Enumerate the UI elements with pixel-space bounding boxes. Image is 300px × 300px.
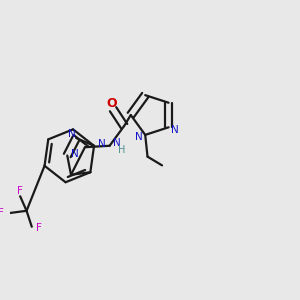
- Text: N: N: [71, 149, 79, 159]
- Text: H: H: [118, 145, 126, 155]
- Text: N: N: [171, 124, 178, 135]
- Text: F: F: [0, 208, 4, 218]
- Text: N: N: [68, 129, 76, 139]
- Text: F: F: [17, 186, 22, 196]
- Text: F: F: [36, 223, 42, 232]
- Text: O: O: [106, 98, 117, 110]
- Text: N: N: [98, 139, 105, 149]
- Text: N: N: [135, 132, 143, 142]
- Text: N: N: [113, 138, 121, 148]
